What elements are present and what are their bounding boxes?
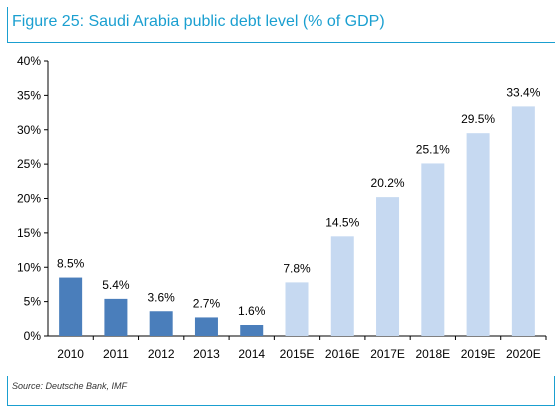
bar — [330, 236, 354, 336]
x-tick-label: 2014 — [238, 347, 265, 361]
x-tick-label: 2019E — [461, 347, 496, 361]
data-label: 3.6% — [148, 290, 176, 304]
data-label: 8.5% — [57, 257, 85, 271]
x-tick-label: 2020E — [506, 347, 541, 361]
x-tick-label: 2018E — [415, 347, 450, 361]
bar — [421, 163, 445, 336]
y-tick-label: 35% — [17, 88, 41, 102]
x-tick-label: 2015E — [280, 347, 315, 361]
x-tick-label: 2016E — [325, 347, 360, 361]
data-label: 25.1% — [416, 142, 450, 156]
data-label: 14.5% — [325, 215, 359, 229]
bar — [240, 325, 264, 336]
y-tick-label: 0% — [24, 329, 42, 343]
bar — [104, 298, 128, 336]
y-tick-label: 20% — [17, 192, 41, 206]
y-tick-label: 25% — [17, 157, 41, 171]
x-tick-label: 2011 — [103, 347, 129, 361]
bar — [194, 317, 218, 336]
bar — [285, 282, 309, 336]
y-tick-label: 5% — [24, 295, 42, 309]
data-label: 1.6% — [238, 304, 266, 318]
bar — [149, 311, 173, 336]
bar — [59, 277, 83, 336]
figure-title: Figure 25: Saudi Arabia public debt leve… — [12, 13, 385, 30]
data-label: 29.5% — [461, 112, 495, 126]
data-label: 33.4% — [506, 85, 540, 99]
x-tick-label: 2013 — [193, 347, 220, 361]
bar — [511, 106, 535, 336]
y-tick-label: 40% — [17, 54, 41, 68]
x-tick-label: 2010 — [57, 347, 84, 361]
data-label: 5.4% — [102, 278, 130, 292]
source-note: Source: Deutsche Bank, IMF — [12, 381, 128, 391]
bar — [376, 197, 400, 336]
x-tick-label: 2012 — [148, 347, 175, 361]
figure-title-bar: Figure 25: Saudi Arabia public debt leve… — [7, 7, 555, 43]
data-label: 7.8% — [283, 261, 311, 275]
y-tick-label: 15% — [17, 226, 41, 240]
data-label: 2.7% — [193, 296, 221, 310]
data-label: 20.2% — [371, 176, 405, 190]
y-tick-label: 30% — [17, 123, 41, 137]
bar-chart: 0% 5% 10% 15% 20% 25% 30% 35% 40% 8.5% 2010 5.4% 201… — [17, 54, 547, 361]
x-tick-label: 2017E — [370, 347, 405, 361]
bar — [466, 133, 490, 336]
y-tick-label: 10% — [17, 260, 41, 274]
figure-footer: Source: Deutsche Bank, IMF — [7, 376, 555, 406]
